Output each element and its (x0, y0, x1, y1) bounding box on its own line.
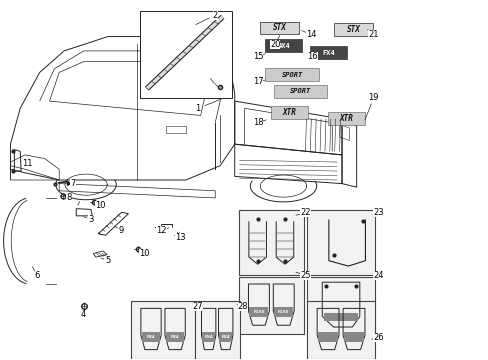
Bar (273, 85, 327, 98)
Bar (306, 277, 374, 334)
Bar (324, 313, 357, 320)
Text: 7: 7 (70, 179, 75, 188)
Text: 27: 27 (192, 302, 203, 311)
Text: FX4: FX4 (170, 335, 179, 339)
Text: 6: 6 (35, 270, 40, 279)
Bar (309, 46, 346, 59)
Text: F150: F150 (278, 310, 289, 314)
Text: FX4: FX4 (321, 50, 334, 56)
Text: 10: 10 (95, 201, 106, 210)
Text: 8: 8 (66, 193, 72, 202)
Text: 4X4: 4X4 (277, 42, 289, 49)
Text: 1: 1 (195, 104, 201, 113)
Bar (265, 68, 319, 81)
Text: FX4: FX4 (221, 335, 230, 339)
Bar (271, 106, 308, 119)
Text: 23: 23 (372, 208, 383, 217)
Bar (131, 301, 194, 359)
Bar (264, 39, 302, 52)
Text: 26: 26 (372, 333, 383, 342)
Text: 13: 13 (175, 233, 185, 242)
Bar (202, 332, 215, 342)
Text: 5: 5 (105, 256, 110, 265)
Bar (333, 23, 372, 36)
Text: FX4: FX4 (204, 335, 213, 339)
Bar (344, 332, 363, 342)
Text: FX4: FX4 (146, 335, 155, 339)
Bar (260, 22, 299, 34)
Text: 24: 24 (372, 270, 383, 279)
Text: STX: STX (272, 23, 286, 32)
Text: XTR: XTR (339, 114, 353, 123)
Text: STX: STX (346, 25, 360, 34)
Text: 16: 16 (307, 52, 317, 61)
Text: 10: 10 (139, 249, 149, 258)
Bar (142, 332, 160, 342)
Text: 20: 20 (269, 40, 280, 49)
Bar (249, 307, 268, 318)
Text: 2: 2 (212, 10, 218, 19)
Text: 12: 12 (156, 226, 166, 235)
Bar (238, 211, 304, 275)
Text: 17: 17 (252, 77, 263, 86)
Text: 28: 28 (237, 302, 248, 311)
Bar (194, 301, 239, 359)
Text: 25: 25 (300, 270, 310, 279)
Text: 15: 15 (252, 52, 263, 61)
Bar (306, 301, 374, 359)
Text: 11: 11 (22, 159, 33, 168)
Bar (140, 12, 232, 98)
Text: 19: 19 (368, 93, 378, 102)
Bar (306, 211, 374, 275)
Text: SPORT: SPORT (289, 88, 310, 94)
Text: SPORT: SPORT (281, 72, 302, 78)
Bar (274, 307, 292, 318)
Text: 4: 4 (81, 310, 86, 319)
Bar (328, 112, 365, 125)
Text: F150: F150 (253, 310, 264, 314)
Text: 22: 22 (300, 208, 310, 217)
Text: 3: 3 (88, 215, 93, 224)
Text: XTR: XTR (283, 108, 296, 117)
Bar (219, 332, 232, 342)
Text: 14: 14 (305, 30, 316, 39)
Text: 18: 18 (252, 118, 263, 127)
Text: 9: 9 (119, 226, 124, 235)
Bar (165, 332, 184, 342)
Bar (238, 277, 304, 334)
Bar (318, 332, 337, 342)
Text: 21: 21 (368, 30, 378, 39)
